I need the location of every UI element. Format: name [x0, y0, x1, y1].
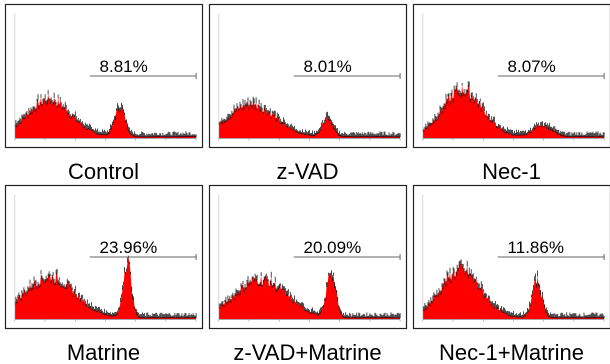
- gate-percentage: 8.81%: [100, 57, 148, 76]
- sample-label: z-VAD: [277, 159, 339, 184]
- histogram-panel: 23.96%: [4, 184, 204, 330]
- histogram-panel: 11.86%: [412, 184, 610, 330]
- gate-percentage: 8.07%: [508, 57, 556, 76]
- sample-label: Control: [68, 159, 139, 184]
- sample-label: Nec-1+Matrine: [439, 340, 584, 364]
- sample-label: Nec-1: [482, 159, 541, 184]
- histogram-area: [422, 84, 605, 138]
- sample-label: Matrine: [67, 340, 140, 364]
- histogram-area: [14, 93, 197, 138]
- sample-label: z-VAD+Matrine: [233, 340, 381, 364]
- histogram-area: [422, 262, 605, 319]
- histogram-panel: 8.81%: [4, 3, 204, 149]
- histogram-panel: 8.01%: [208, 3, 408, 149]
- histogram-area: [218, 273, 401, 319]
- gate-percentage: 20.09%: [304, 238, 362, 257]
- gate-percentage: 8.01%: [304, 57, 352, 76]
- gate-percentage: 11.86%: [508, 238, 564, 257]
- histogram-area: [14, 257, 197, 319]
- histogram-panel: 20.09%: [208, 184, 408, 330]
- histogram-panel: 8.07%: [412, 3, 610, 149]
- gate-percentage: 23.96%: [100, 238, 158, 257]
